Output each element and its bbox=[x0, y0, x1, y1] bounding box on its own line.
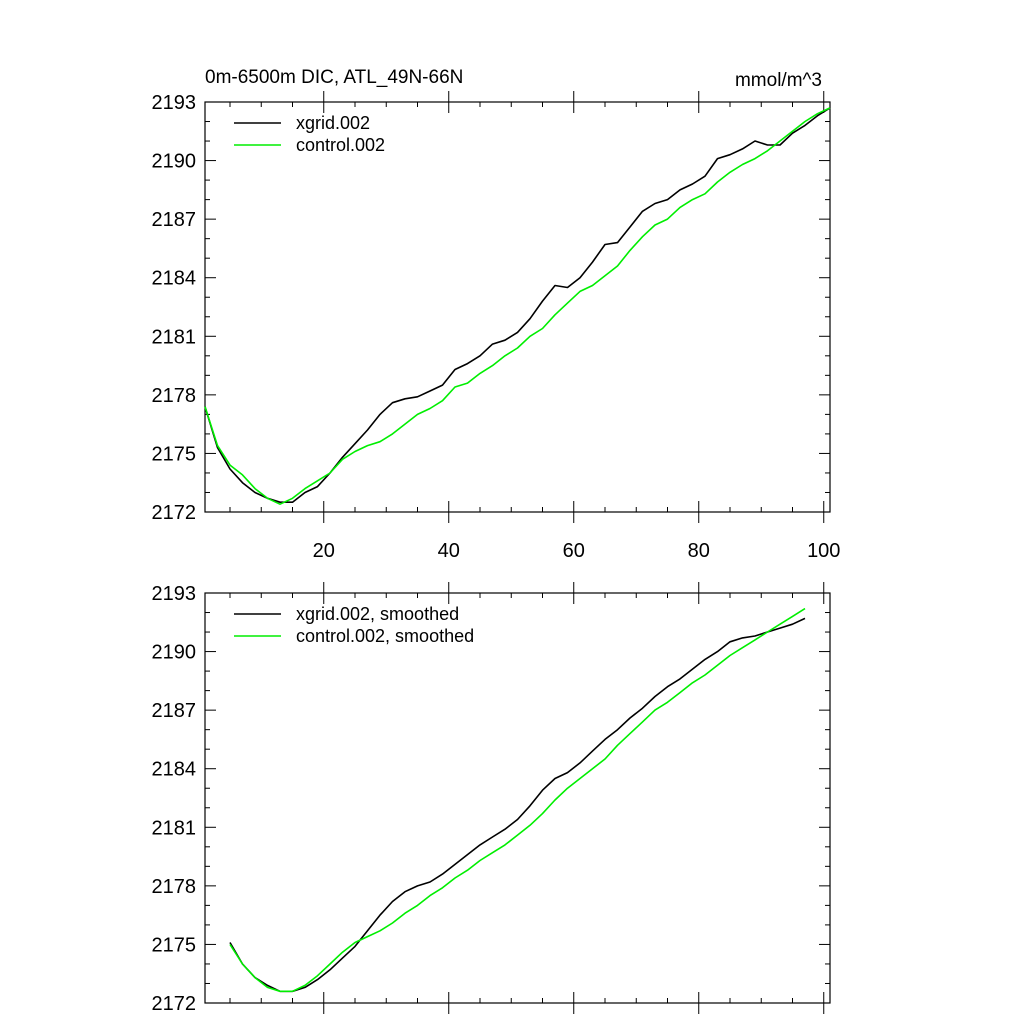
bottom-y-tick-label: 2172 bbox=[152, 993, 197, 1015]
bottom-ticks: 2172 2175 2178 2181 2184 2187 2190 2193 bbox=[152, 582, 830, 1015]
bottom-legend-label-xgrid: xgrid.002, smoothed bbox=[296, 604, 459, 624]
bottom-y-tick-label: 2193 bbox=[152, 583, 197, 605]
top-x-tick-label: 20 bbox=[313, 540, 335, 562]
bottom-series-line-control bbox=[229, 607, 806, 993]
top-y-tick-label: 2193 bbox=[152, 92, 197, 114]
bottom-legend-label-control: control.002, smoothed bbox=[296, 626, 474, 646]
bottom-legend: xgrid.002, smoothed control.002, smoothe… bbox=[234, 604, 474, 646]
top-x-tick-label: 100 bbox=[807, 540, 840, 562]
bottom-y-tick-label: 2187 bbox=[152, 700, 197, 722]
top-panel: 0m-6500m DIC, ATL_49N-66N mmol/m^3 21722… bbox=[152, 67, 841, 562]
top-series-lines bbox=[204, 107, 831, 506]
top-y-tick-label: 2175 bbox=[152, 443, 197, 465]
top-y-tick-label: 2190 bbox=[152, 151, 197, 173]
top-legend-label-control: control.002 bbox=[296, 135, 385, 155]
bottom-panel: 2172 2175 2178 2181 2184 2187 2190 2193 xgrid.0… bbox=[152, 582, 831, 1015]
top-chart-title: 0m-6500m DIC, ATL_49N-66N bbox=[205, 67, 463, 88]
bottom-y-tick-label: 2175 bbox=[152, 934, 197, 956]
top-plot-frame bbox=[204, 101, 831, 513]
bottom-y-tick-label: 2184 bbox=[152, 759, 197, 781]
bottom-series-line-xgrid bbox=[229, 617, 806, 993]
top-legend: xgrid.002 control.002 bbox=[234, 113, 385, 155]
top-ticks: 2172 2175 2178 2181 2184 2187 2190 2193 20 40 60 80… bbox=[152, 91, 840, 562]
top-x-tick-label: 80 bbox=[688, 540, 710, 562]
top-y-tick-label: 2178 bbox=[152, 385, 197, 407]
top-y-tick-label: 2172 bbox=[152, 502, 197, 524]
top-y-tick-label: 2184 bbox=[152, 268, 197, 290]
bottom-y-tick-label: 2181 bbox=[152, 817, 197, 839]
top-x-tick-label: 60 bbox=[563, 540, 585, 562]
top-y-tick-label: 2187 bbox=[152, 209, 197, 231]
top-series-line-xgrid bbox=[204, 107, 831, 504]
top-x-tick-label: 40 bbox=[438, 540, 460, 562]
top-series-line-control bbox=[204, 107, 831, 506]
bottom-y-tick-label: 2178 bbox=[152, 876, 197, 898]
bottom-series-lines bbox=[229, 607, 806, 993]
bottom-y-tick-label: 2190 bbox=[152, 642, 197, 664]
bottom-plot-frame bbox=[204, 592, 831, 1004]
top-units-label: mmol/m^3 bbox=[735, 70, 822, 91]
top-legend-label-xgrid: xgrid.002 bbox=[296, 113, 370, 133]
top-y-tick-label: 2181 bbox=[152, 326, 197, 348]
